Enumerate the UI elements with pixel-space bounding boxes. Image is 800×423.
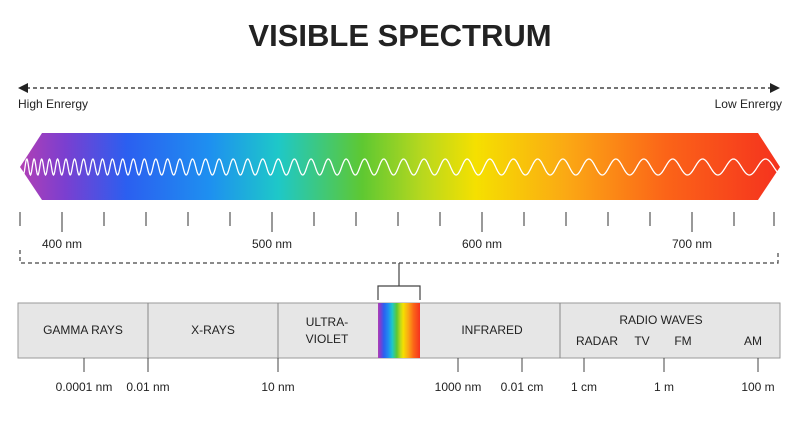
wavelength-ticks — [83, 358, 759, 372]
bracket — [19, 250, 779, 300]
wavelength-label: 100 m — [741, 380, 774, 394]
scale-label: 400 nm — [42, 237, 82, 251]
scale-label: 500 nm — [252, 237, 292, 251]
wavelength-label: 0.0001 nm — [56, 380, 113, 394]
title: VISIBLE SPECTRUM — [248, 18, 551, 53]
band-dividers — [147, 303, 561, 358]
band-label: VIOLET — [306, 332, 349, 346]
band-label: GAMMA RAYS — [43, 323, 123, 337]
energy-arrow — [18, 83, 780, 93]
band-label: ULTRA- — [306, 315, 348, 329]
band-label: INFRARED — [461, 323, 523, 337]
spectrum-band — [20, 133, 780, 200]
radio-item: RADAR — [576, 334, 618, 348]
wavelength-label: 1 cm — [571, 380, 597, 394]
wavelength-label: 0.01 cm — [501, 380, 544, 394]
wave — [21, 157, 779, 177]
scale-label: 600 nm — [462, 237, 502, 251]
band-label: X-RAYS — [191, 323, 235, 337]
scale-label: 700 nm — [672, 237, 712, 251]
radio-item: AM — [744, 334, 762, 348]
scale-ticks — [19, 212, 775, 232]
wavelength-label: 0.01 nm — [126, 380, 169, 394]
energy-label: Low Enrergy — [715, 97, 782, 111]
band-label: RADIO WAVES — [619, 313, 702, 327]
radio-item: TV — [634, 334, 649, 348]
radio-item: FM — [674, 334, 691, 348]
visible-strip — [378, 303, 420, 358]
energy-label: High Enrergy — [18, 97, 88, 111]
wavelength-label: 10 nm — [261, 380, 294, 394]
wavelength-label: 1 m — [654, 380, 674, 394]
wavelength-label: 1000 nm — [435, 380, 482, 394]
